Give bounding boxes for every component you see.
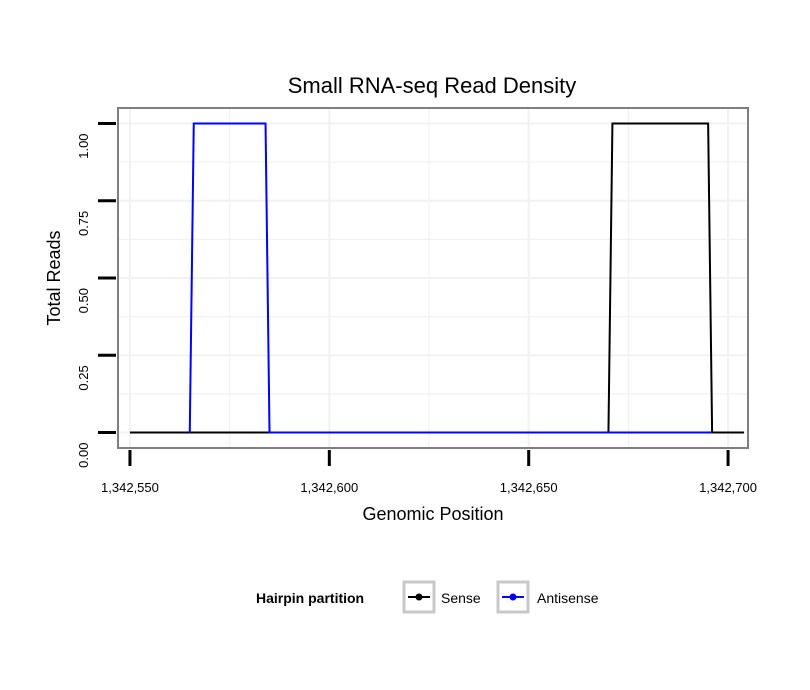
y-tick-label: 0.75 (76, 211, 91, 236)
legend-title: Hairpin partition (256, 590, 364, 606)
y-axis-title: Total Reads (44, 230, 64, 325)
y-tick-label: 1.00 (76, 133, 91, 158)
legend-label-antisense: Antisense (537, 590, 599, 606)
legend-key-sense-dot (415, 593, 423, 601)
y-tick-label: 0.50 (76, 288, 91, 313)
x-tick-label: 1,342,650 (500, 480, 558, 495)
y-tick-label: 0.25 (76, 365, 91, 390)
x-tick-label: 1,342,550 (101, 480, 159, 495)
chart-title: Small RNA-seq Read Density (288, 73, 577, 98)
axes: 1,342,550 1,342,600 1,342,650 1,342,700 0.00… (76, 121, 757, 495)
legend-label-sense: Sense (441, 590, 481, 606)
x-axis-title: Genomic Position (362, 504, 503, 524)
series-line-antisense (188, 122, 713, 434)
legend: Hairpin partition Sense Antisense (256, 580, 599, 614)
x-tick-label: 1,342,700 (699, 480, 757, 495)
legend-key-antisense-box (496, 580, 530, 614)
series (129, 122, 745, 434)
x-tick-label: 1,342,600 (300, 480, 358, 495)
legend-key-antisense-dot (509, 593, 517, 601)
y-tick-label: 0.00 (76, 443, 91, 468)
grid (118, 108, 748, 448)
plot-panel (117, 107, 749, 449)
